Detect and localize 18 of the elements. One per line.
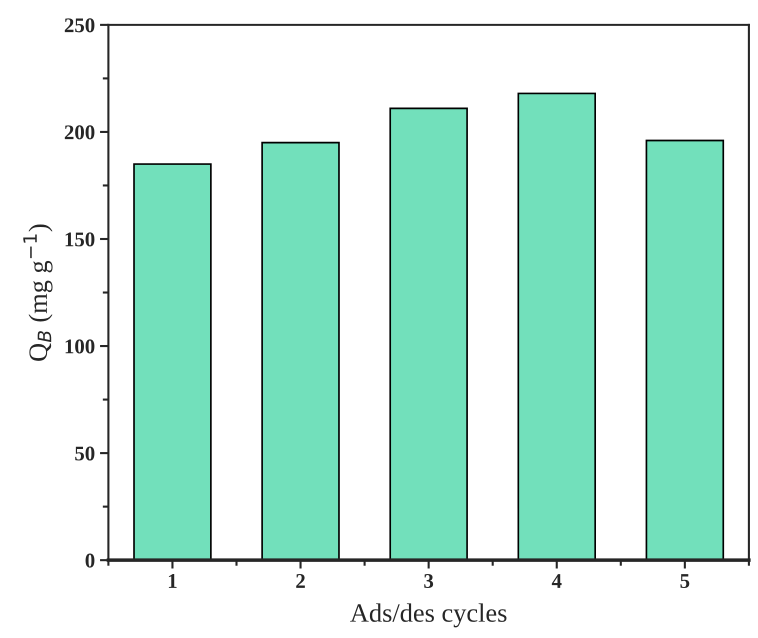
bar (389, 108, 468, 560)
bar (517, 92, 596, 560)
x-tick-label: 3 (424, 574, 434, 588)
bar (133, 163, 212, 560)
y-axis-title: Q$_{B}$ (mg g$^{−1}$) (23, 224, 53, 361)
y-tick-label: 50 (75, 446, 94, 461)
bar (646, 140, 724, 560)
x-tick-label: 4 (552, 574, 562, 588)
x-tick-label: 5 (680, 574, 690, 588)
x-tick-label: 2 (296, 574, 305, 588)
y-tick-label: 100 (66, 339, 94, 354)
x-tick-label: 1 (168, 574, 177, 588)
y-tick-label: 150 (66, 232, 94, 246)
y-tick-label: 250 (64, 18, 94, 32)
y-tick-label: 200 (64, 125, 94, 140)
bar (261, 142, 340, 560)
y-tick-label: 0 (86, 554, 94, 568)
x-axis-title: Ads/des cycles (350, 603, 506, 628)
